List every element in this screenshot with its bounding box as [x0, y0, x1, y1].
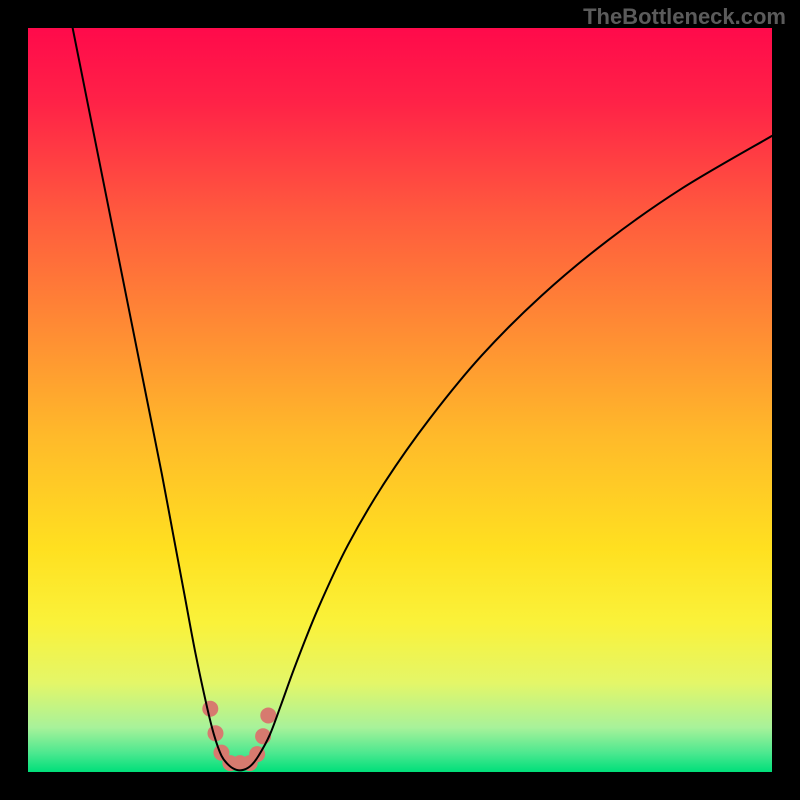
bottleneck-curve: [73, 28, 772, 770]
plot-area: [28, 28, 772, 772]
chart-container: TheBottleneck.com: [0, 0, 800, 800]
watermark-text: TheBottleneck.com: [583, 4, 786, 30]
trough-marker: [260, 707, 276, 723]
trough-marker: [202, 701, 218, 717]
curve-svg: [28, 28, 772, 772]
